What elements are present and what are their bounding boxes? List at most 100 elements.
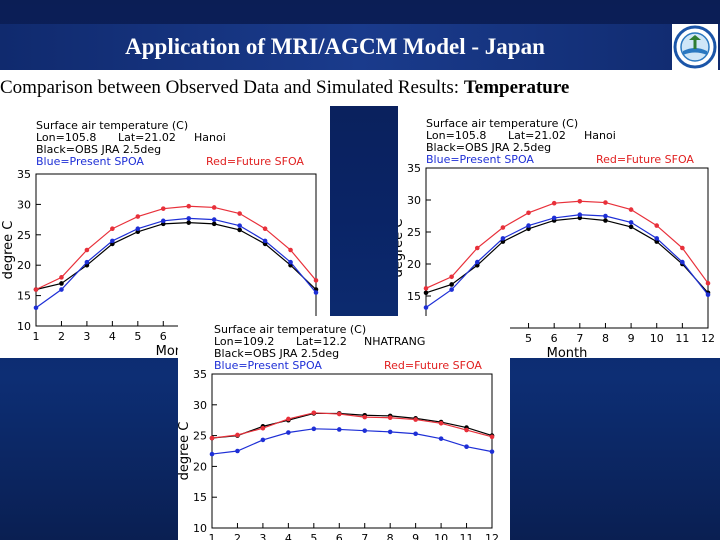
data-point	[603, 200, 608, 205]
data-point	[362, 428, 368, 433]
data-point	[577, 198, 583, 204]
data-point	[500, 225, 506, 230]
data-point	[336, 411, 342, 417]
y-tick-label: 35	[407, 162, 421, 175]
data-point	[313, 290, 319, 295]
data-point	[603, 218, 608, 223]
data-point	[551, 215, 557, 221]
data-point	[135, 226, 141, 232]
data-point	[577, 212, 583, 218]
x-tick-label: 5	[525, 332, 532, 345]
y-tick-label: 35	[17, 168, 31, 181]
obs-legend: Black=OBS JRA 2.5deg	[36, 143, 161, 156]
lat-label: Lat=21.02	[508, 129, 566, 142]
y-tick-label: 15	[17, 290, 31, 303]
x-axis-label: Month	[547, 346, 588, 358]
data-point	[235, 432, 240, 438]
present-legend: Blue=Present SPOA	[214, 359, 322, 372]
chart-title: Surface air temperature (C)	[36, 119, 188, 132]
future-legend: Red=Future SFOA	[596, 153, 694, 166]
data-point	[423, 290, 429, 296]
y-axis-label: degree C	[178, 422, 192, 481]
data-point	[423, 286, 429, 291]
y-tick-label: 25	[17, 229, 31, 242]
data-point	[474, 259, 480, 265]
station-label: Hanoi	[194, 131, 226, 144]
slide-title: Application of MRI/AGCM Model - Japan	[125, 34, 545, 59]
plot-frame	[211, 373, 493, 529]
data-point	[413, 417, 418, 422]
x-tick-label: 6	[551, 332, 558, 345]
y-tick-label: 15	[193, 491, 207, 504]
lon-label: Lon=105.8	[426, 129, 486, 142]
y-tick-label: 30	[407, 194, 421, 207]
data-point	[464, 444, 469, 449]
data-point	[59, 275, 64, 280]
data-point	[84, 247, 90, 253]
data-point	[260, 437, 266, 443]
data-point	[311, 410, 317, 416]
data-point	[526, 226, 531, 232]
data-point	[413, 431, 418, 437]
chart-svg: Surface air temperature (C)Lon=105.8 Lat=…	[1, 119, 323, 358]
x-tick-label: 8	[387, 532, 394, 540]
data-point	[110, 226, 115, 232]
data-point	[489, 434, 495, 440]
data-point	[628, 220, 634, 225]
data-point	[33, 287, 39, 292]
data-point	[235, 448, 240, 454]
data-point	[705, 292, 711, 298]
x-tick-label: 10	[434, 532, 448, 540]
data-point	[628, 224, 634, 230]
y-tick-label: 10	[193, 522, 207, 535]
data-point	[186, 203, 192, 209]
present-legend: Blue=Present SPOA	[426, 153, 534, 166]
data-point	[288, 247, 293, 253]
y-tick-label: 10	[17, 320, 31, 333]
chart-title: Surface air temperature (C)	[426, 117, 578, 130]
data-point	[110, 238, 115, 244]
x-tick-label: 4	[109, 330, 116, 343]
obs-legend: Black=OBS JRA 2.5deg	[214, 347, 339, 360]
data-point	[211, 221, 217, 227]
data-point	[209, 451, 215, 457]
data-point	[628, 207, 634, 212]
data-point	[262, 238, 268, 244]
title-bar	[0, 24, 720, 70]
data-point	[464, 427, 469, 433]
slide-subtitle: Comparison between Observed Data and Sim…	[0, 72, 720, 104]
x-tick-label: 11	[460, 532, 474, 540]
x-tick-label: 5	[134, 330, 141, 343]
station-label: NHATRANG	[364, 335, 425, 348]
y-tick-label: 15	[407, 290, 421, 303]
data-point	[680, 259, 685, 265]
data-point	[654, 223, 660, 228]
chart-svg: Surface air temperature (C)Lon=109.2 Lat=…	[178, 323, 499, 540]
data-point	[449, 282, 454, 287]
x-tick-label: 7	[576, 332, 583, 345]
lat-label: Lat=12.2	[296, 335, 347, 348]
lat-label: Lat=21.02	[118, 131, 176, 144]
series-line	[425, 200, 709, 289]
data-point	[577, 215, 583, 221]
x-tick-label: 11	[675, 332, 689, 345]
data-point	[423, 305, 429, 310]
data-point	[288, 259, 293, 265]
series-line	[211, 412, 493, 439]
plot-frame	[35, 173, 317, 327]
data-point	[438, 420, 444, 426]
x-tick-label: 6	[336, 532, 343, 540]
data-point	[237, 223, 242, 228]
x-tick-label: 6	[160, 330, 167, 343]
data-point	[449, 287, 454, 292]
data-point	[186, 220, 192, 225]
x-tick-label: 2	[58, 330, 65, 343]
data-point	[135, 214, 141, 219]
x-tick-label: 9	[628, 332, 635, 345]
data-point	[237, 227, 242, 233]
data-point	[160, 206, 166, 211]
x-tick-label: 2	[234, 532, 241, 540]
y-axis-label: degree C	[398, 219, 406, 278]
chart-nhatrang: Surface air temperature (C) Lon=109.2 Lat=…	[178, 316, 510, 540]
series-line	[211, 428, 493, 455]
